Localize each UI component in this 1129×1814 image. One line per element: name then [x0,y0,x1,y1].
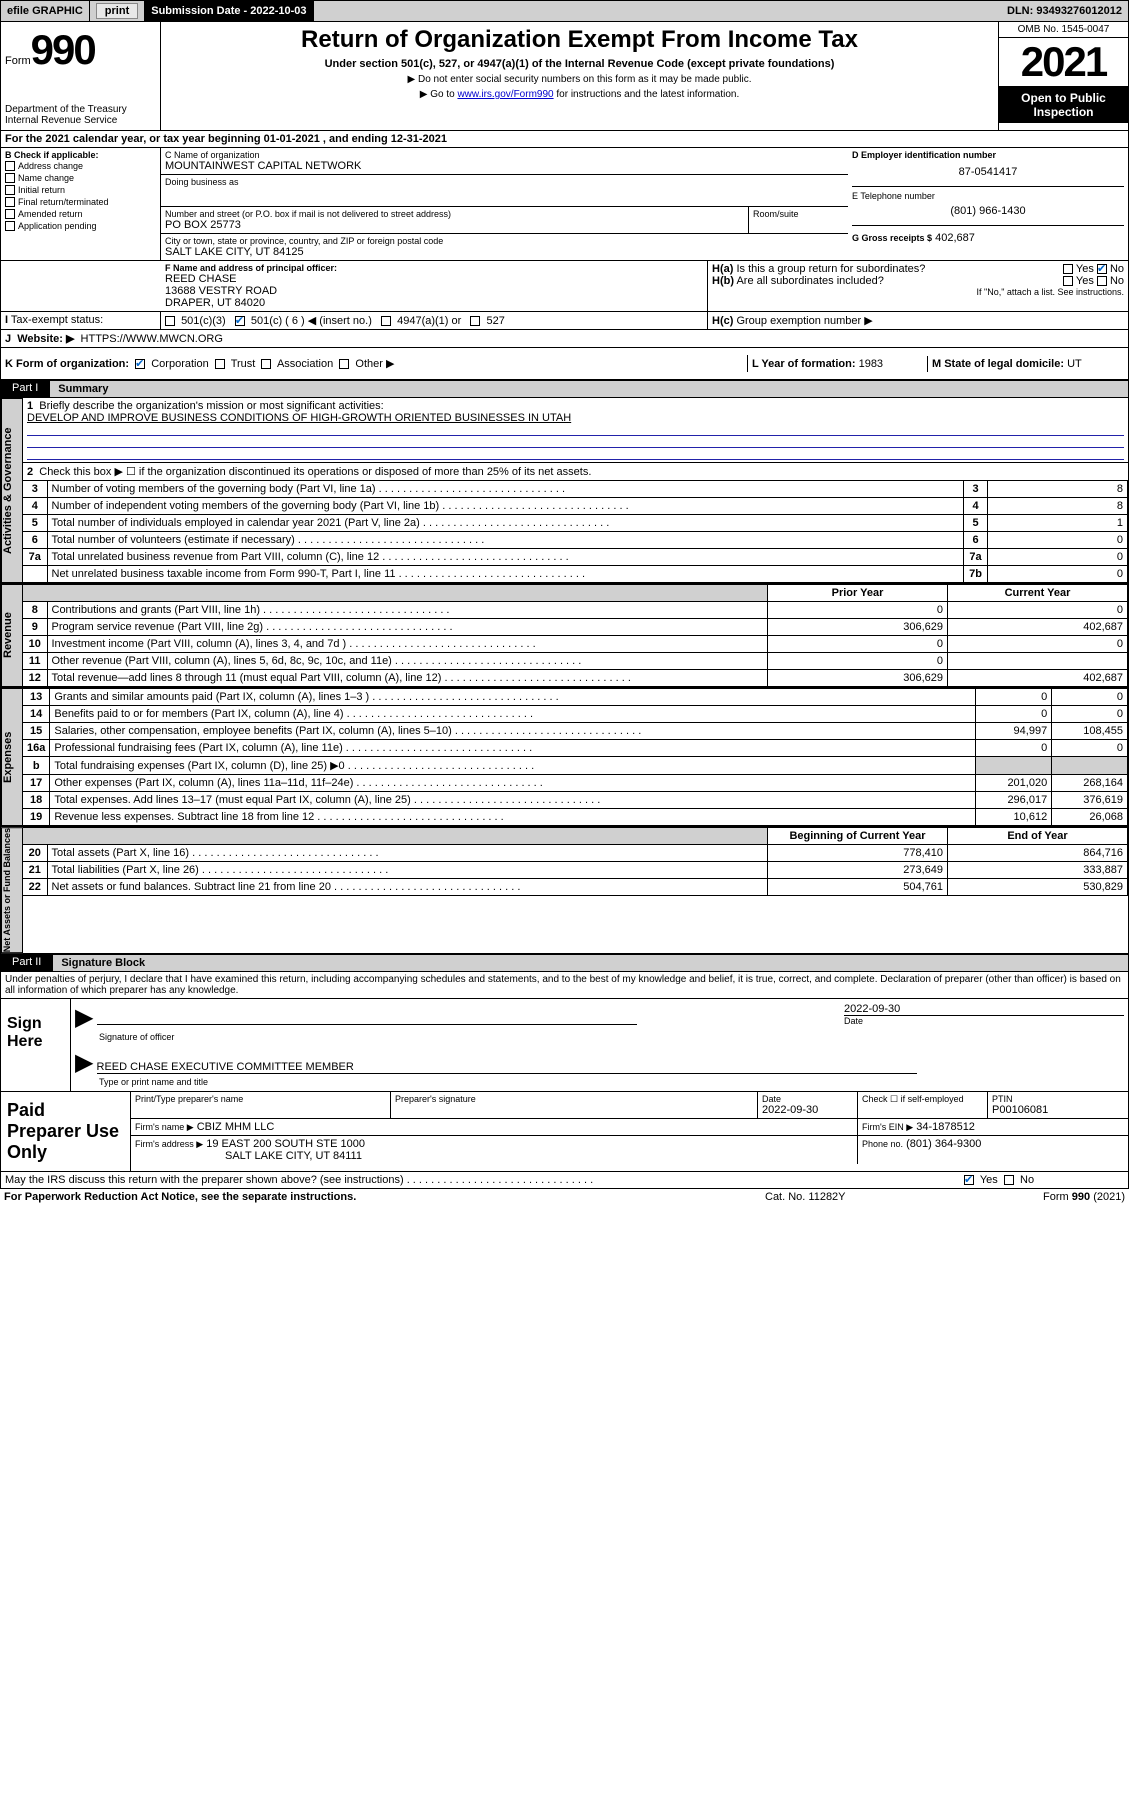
hb-yes[interactable] [1063,276,1073,286]
section-i: I Tax-exempt status: 501(c)(3) 501(c) ( … [0,312,1129,330]
i-527[interactable] [470,316,480,326]
irs-link[interactable]: www.irs.gov/Form990 [457,89,553,100]
print-button[interactable]: print [96,3,138,19]
omb-number: OMB No. 1545-0047 [999,22,1128,38]
ha-no[interactable] [1097,264,1107,274]
instr-1: ▶ Do not enter social security numbers o… [169,74,990,85]
firm-phone: (801) 364-9300 [906,1138,981,1150]
officer-name: REED CHASE EXECUTIVE COMMITTEE MEMBER [97,1061,354,1073]
k-trust[interactable] [215,359,225,369]
check-address-change[interactable] [5,161,15,171]
revenue-table: Prior YearCurrent Year8 Contributions an… [23,584,1128,687]
website: HTTPS://WWW.MWCN.ORG [81,333,223,345]
check-initial-return[interactable] [5,185,15,195]
tab-governance: Activities & Governance [1,398,23,583]
section-c: C Name of organization MOUNTAINWEST CAPI… [161,148,848,260]
dln: DLN: 93493276012012 [1001,1,1128,21]
ptin: P00106081 [992,1104,1124,1116]
ein: 87-0541417 [852,166,1124,178]
part1-header: Part I Summary [0,380,1129,398]
form-number: Form990 [5,26,156,74]
k-corp[interactable] [135,359,145,369]
i-4947[interactable] [381,316,391,326]
discuss-yes[interactable] [964,1175,974,1185]
check-amended[interactable] [5,209,15,219]
check-name-change[interactable] [5,173,15,183]
tab-expenses: Expenses [1,688,23,826]
ha-yes[interactable] [1063,264,1073,274]
section-bcd: B Check if applicable: Address change Na… [0,148,1129,261]
instr-2: ▶ Go to www.irs.gov/Form990 for instruct… [169,89,990,100]
part2-header: Part II Signature Block [0,954,1129,972]
paid-preparer-block: Paid Preparer Use Only Print/Type prepar… [0,1092,1129,1172]
section-f: F Name and address of principal officer:… [161,261,708,311]
line-a: For the 2021 calendar year, or tax year … [0,131,1129,148]
open-to-public: Open to PublicInspection [999,87,1128,123]
part1-body: Activities & Governance 1 Briefly descri… [0,398,1129,584]
top-bar: efile GRAPHIC print Submission Date - 20… [0,0,1129,22]
i-501c3[interactable] [165,316,175,326]
penalty-statement: Under penalties of perjury, I declare th… [0,972,1129,999]
form-header: Form990 Department of the Treasury Inter… [0,22,1129,131]
gross-receipts: 402,687 [935,232,975,244]
section-h: H(a) Is this a group return for subordin… [708,261,1128,311]
k-other[interactable] [339,359,349,369]
firm-name: CBIZ MHM LLC [197,1121,275,1133]
sign-here-block: Sign Here ▶ Signature of officer 2022-09… [0,999,1129,1092]
section-klm: K Form of organization: Corporation Trus… [0,348,1129,380]
org-address: PO BOX 25773 [165,219,744,231]
department: Department of the Treasury Internal Reve… [5,104,156,126]
section-b: B Check if applicable: Address change Na… [1,148,161,260]
org-city: SALT LAKE CITY, UT 84125 [165,246,844,258]
footer: For Paperwork Reduction Act Notice, see … [0,1189,1129,1205]
tab-net-assets: Net Assets or Fund Balances [1,827,23,953]
hb-no[interactable] [1097,276,1107,286]
tab-revenue: Revenue [1,584,23,687]
print-button-wrap: print [90,1,145,21]
phone: (801) 966-1430 [852,205,1124,217]
governance-table: 3 Number of voting members of the govern… [23,480,1128,583]
section-fh: F Name and address of principal officer:… [0,261,1129,312]
expenses-table: 13 Grants and similar amounts paid (Part… [23,688,1128,826]
form-subtitle: Under section 501(c), 527, or 4947(a)(1)… [169,58,990,70]
firm-ein: 34-1878512 [916,1121,975,1133]
submission-date: Submission Date - 2022-10-03 [145,1,313,21]
section-deg: D Employer identification number 87-0541… [848,148,1128,260]
discuss-row: May the IRS discuss this return with the… [0,1172,1129,1189]
section-j: J Website: ▶ HTTPS://WWW.MWCN.ORG [0,330,1129,348]
net-assets-table: Beginning of Current YearEnd of Year20 T… [23,827,1128,896]
check-final-return[interactable] [5,197,15,207]
check-app-pending[interactable] [5,221,15,231]
tax-year: 2021 [999,38,1128,87]
mission: DEVELOP AND IMPROVE BUSINESS CONDITIONS … [27,412,571,424]
discuss-no[interactable] [1004,1175,1014,1185]
k-assoc[interactable] [261,359,271,369]
i-501c[interactable] [235,316,245,326]
form-title: Return of Organization Exempt From Incom… [169,26,990,54]
efile-label: efile GRAPHIC [1,1,90,21]
org-name: MOUNTAINWEST CAPITAL NETWORK [165,160,844,172]
